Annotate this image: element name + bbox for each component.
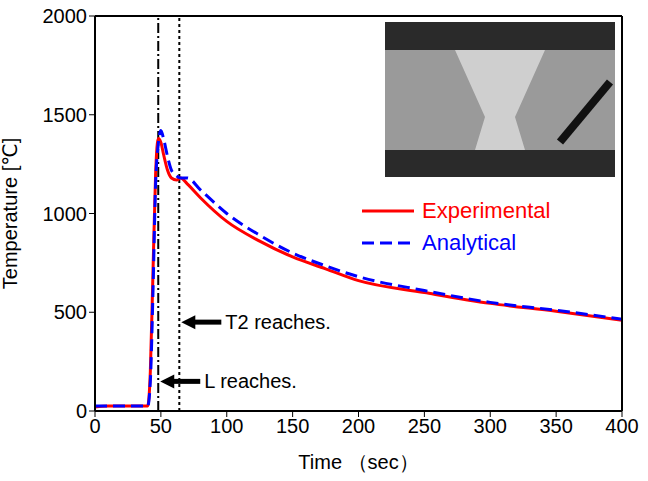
- svg-text:T2 reaches.: T2 reaches.: [225, 311, 331, 333]
- html-text:Analytical: Analytical: [422, 230, 517, 255]
- svg-text:1500: 1500: [43, 104, 88, 126]
- svg-text:50: 50: [150, 415, 172, 437]
- svg-text:500: 500: [54, 301, 87, 323]
- svg-text:1000: 1000: [43, 203, 88, 225]
- svg-text:Temperature [℃]: Temperature [℃]: [0, 138, 21, 289]
- svg-text:100: 100: [210, 415, 243, 437]
- svg-text:200: 200: [342, 415, 375, 437]
- svg-text:250: 250: [408, 415, 441, 437]
- svg-text:400: 400: [605, 415, 638, 437]
- svg-text:300: 300: [474, 415, 507, 437]
- svg-text:150: 150: [276, 415, 309, 437]
- svg-text:0: 0: [76, 400, 87, 422]
- svg-text:Time （sec）: Time （sec）: [298, 451, 418, 473]
- svg-text:2000: 2000: [43, 5, 88, 27]
- svg-text:L reaches.: L reaches.: [204, 370, 297, 392]
- svg-text:0: 0: [89, 415, 100, 437]
- svg-text:350: 350: [539, 415, 572, 437]
- html-text:Experimental: Experimental: [422, 198, 551, 223]
